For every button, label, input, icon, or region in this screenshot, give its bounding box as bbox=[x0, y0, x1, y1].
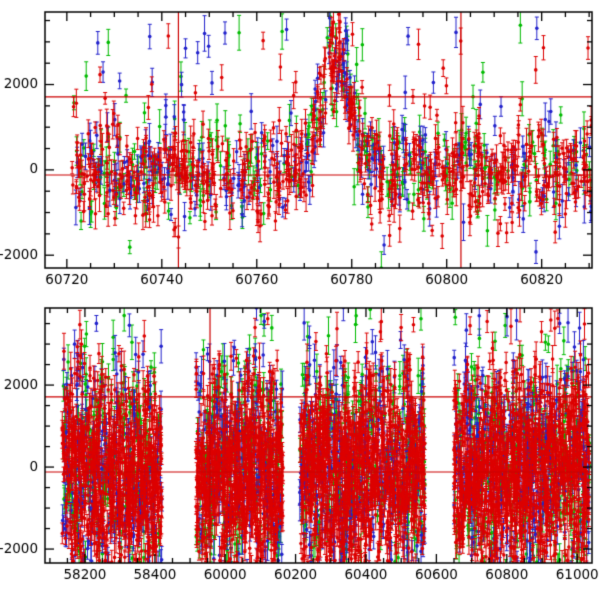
figure-root bbox=[0, 0, 600, 600]
timeseries-plots-canvas bbox=[0, 0, 600, 600]
